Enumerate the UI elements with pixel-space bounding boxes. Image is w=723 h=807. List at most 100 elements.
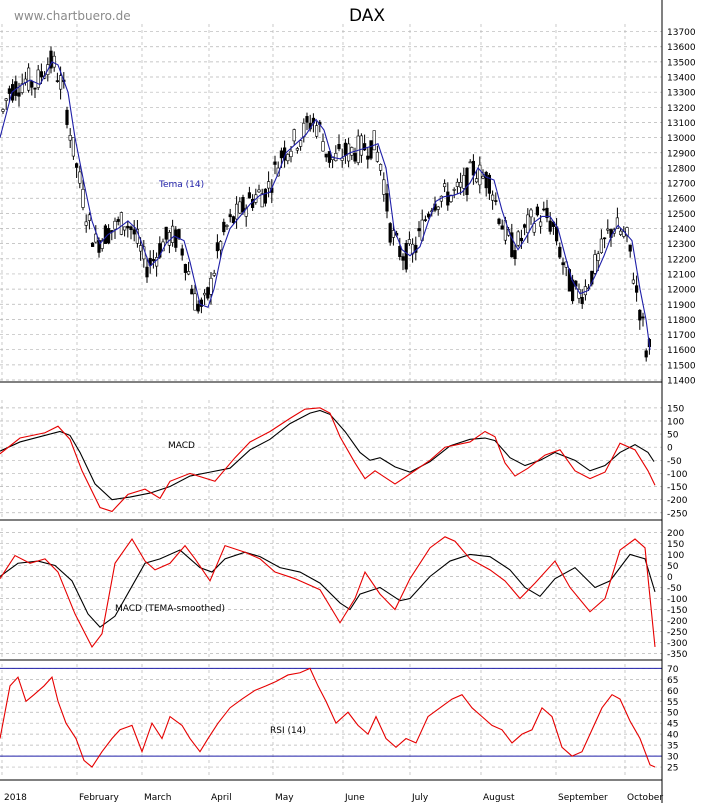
candle-body: [222, 221, 226, 233]
candle-body: [81, 188, 85, 208]
y-tick-label: -250: [667, 509, 688, 519]
candle-body: [187, 271, 191, 275]
candle-body: [132, 229, 136, 235]
candle-body: [279, 150, 284, 159]
candle-body: [174, 229, 178, 248]
candle-body: [30, 81, 34, 88]
candle-body: [372, 130, 376, 151]
candle-body: [590, 270, 594, 285]
candle-body: [366, 155, 370, 160]
candle-body: [570, 279, 575, 302]
candle-body: [298, 140, 303, 147]
candle-body: [471, 160, 476, 176]
candle-body: [369, 140, 373, 159]
y-tick-label: 50: [667, 709, 679, 719]
candle-body: [596, 253, 600, 261]
y-tick-label: 13100: [667, 119, 696, 129]
y-tick-label: 100: [667, 551, 684, 561]
y-tick-label: -250: [667, 628, 688, 638]
candle-body: [235, 203, 239, 220]
candle-body: [266, 181, 271, 189]
candle-body: [538, 221, 543, 227]
x-tick-label: 2018: [4, 793, 27, 803]
candle-body: [203, 292, 207, 296]
candle-body: [382, 179, 386, 195]
candle-body: [334, 153, 338, 162]
candle-body: [39, 71, 43, 78]
y-tick-label: 12100: [667, 270, 696, 280]
y-tick-label: 100: [667, 417, 684, 427]
candle-body: [423, 219, 428, 221]
candle-body: [606, 228, 610, 231]
candle-body: [65, 109, 69, 125]
x-tick-label: August: [483, 793, 515, 803]
y-tick-label: 45: [667, 720, 678, 730]
candle-body: [458, 182, 463, 188]
y-tick-label: 12600: [667, 195, 696, 205]
candle-body: [123, 226, 127, 231]
candle-body: [510, 232, 514, 258]
candle-body: [58, 75, 63, 90]
x-tick-label: April: [211, 793, 232, 803]
candle-body: [548, 220, 552, 232]
candle-body: [52, 55, 56, 68]
y-tick-label: -100: [667, 470, 688, 480]
y-tick-label: 40: [667, 731, 679, 741]
y-tick-label: -350: [667, 650, 688, 660]
candle-body: [599, 238, 603, 253]
y-tick-label: -200: [667, 617, 688, 627]
candle-body: [302, 122, 306, 138]
candle-body: [526, 214, 530, 234]
y-tick-label: 13200: [667, 104, 696, 114]
candle-body: [171, 225, 175, 243]
y-tick-label: 30: [667, 753, 679, 763]
candle-body: [532, 223, 536, 233]
candle-body: [180, 248, 184, 256]
candle-body: [126, 225, 130, 229]
candle-body: [241, 197, 245, 213]
y-tick-label: 11400: [667, 377, 696, 387]
candle-body: [375, 151, 380, 162]
x-tick-label: June: [344, 793, 365, 803]
series-line: [0, 61, 651, 350]
candle-body: [641, 316, 645, 319]
y-tick-label: 12000: [667, 286, 696, 296]
candle-body: [1, 109, 5, 112]
candle-body: [484, 171, 488, 189]
candle-body: [580, 297, 584, 304]
candle-body: [231, 216, 236, 223]
rsi-label: RSI (14): [270, 726, 306, 736]
candle-body: [330, 156, 335, 161]
chart-title: DAX: [349, 6, 386, 26]
y-tick-label: 13400: [667, 74, 696, 84]
series-line: [0, 407, 656, 513]
candle-body: [631, 279, 635, 284]
candle-body: [321, 141, 325, 152]
candle-body: [634, 285, 639, 293]
candle-body: [158, 243, 162, 258]
site-label: www.chartbuero.de: [14, 9, 131, 23]
candle-body: [628, 244, 632, 252]
candle-body: [356, 135, 360, 163]
candle-body: [481, 176, 485, 179]
candle-body: [436, 206, 440, 210]
series-line: [0, 667, 656, 768]
candle-body: [151, 259, 156, 262]
y-tick-label: -150: [667, 606, 688, 616]
y-tick-label: 11700: [667, 331, 696, 341]
y-tick-label: 0: [667, 444, 673, 454]
candle-body: [602, 237, 607, 240]
candle-body: [263, 188, 268, 204]
candle-body: [378, 164, 383, 171]
candle-body: [289, 150, 293, 157]
candle-body: [225, 225, 229, 227]
candle-body: [327, 151, 332, 163]
y-tick-label: 150: [667, 404, 684, 414]
candle-body: [212, 272, 216, 276]
candle-body: [84, 221, 88, 226]
candle-body: [465, 167, 469, 195]
candle-body: [119, 212, 123, 235]
y-tick-label: -100: [667, 595, 688, 605]
candle-body: [295, 148, 300, 151]
y-tick-label: 35: [667, 742, 678, 752]
